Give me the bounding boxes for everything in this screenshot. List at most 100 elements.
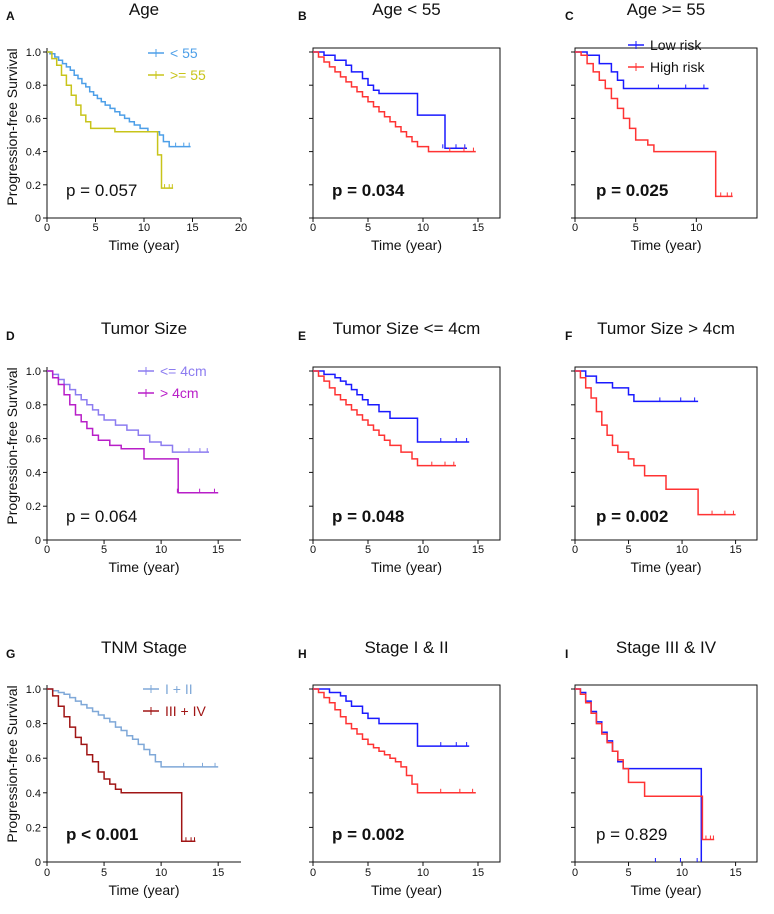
y-tick-label: 0.8 <box>26 80 41 92</box>
x-tick-label: 10 <box>155 867 167 879</box>
x-tick-label: 5 <box>625 867 631 879</box>
km-curve-b <box>47 51 174 189</box>
plot-frame <box>312 684 501 863</box>
x-tick-label: 0 <box>310 544 316 556</box>
x-tick-label: 0 <box>572 867 578 879</box>
y-tick-label: 0 <box>35 535 41 547</box>
legend-label: I + II <box>165 681 193 697</box>
p-value: p = 0.002 <box>596 507 668 526</box>
legend-label: Low risk <box>650 37 702 53</box>
y-tick-label: 0.2 <box>26 501 41 513</box>
x-axis-label: Time (year) <box>108 559 179 575</box>
km-curve-b <box>47 370 219 494</box>
x-tick-label: 5 <box>101 544 107 556</box>
km-curve-b <box>313 51 476 153</box>
x-tick-label: 10 <box>417 544 429 556</box>
panel-title: Tumor Size > 4cm <box>597 319 735 338</box>
panel-title: Stage III & IV <box>616 638 717 657</box>
panel-b: B Age < 55 0 5 10 15 Time (year) p = 0.034 <box>298 0 501 253</box>
km-curve-a <box>47 688 219 768</box>
km-curve-a <box>313 688 470 747</box>
km-curve-a <box>47 370 209 453</box>
km-curve-a <box>47 51 191 148</box>
x-tick-label: 20 <box>235 222 247 234</box>
y-axis-label-row3: Progression-free Survival <box>4 685 20 842</box>
km-curve-b <box>575 688 715 841</box>
y-axis-label-row1: Progression-free Survival <box>4 48 20 205</box>
panel-title: Age <box>129 0 159 19</box>
x-axis-label: Time (year) <box>371 237 442 253</box>
y-tick-label: 0 <box>35 213 41 225</box>
km-curve-b <box>575 370 736 516</box>
x-tick-label: 0 <box>44 867 50 879</box>
y-tick-label: 0.8 <box>26 400 41 412</box>
plot-frame <box>574 47 758 219</box>
p-value: p = 0.064 <box>66 507 137 526</box>
km-curve-b <box>313 688 476 794</box>
x-axis-label: Time (year) <box>371 882 442 898</box>
y-tick-label: 1.0 <box>26 684 41 696</box>
panel-e: E Tumor Size <= 4cm 0 5 10 15 Time (year) p = 0… <box>298 319 501 575</box>
plot-frame <box>574 366 758 541</box>
x-tick-label: 10 <box>138 222 150 234</box>
y-tick-label: 0.6 <box>26 113 41 125</box>
x-tick-label: 10 <box>676 544 688 556</box>
x-tick-label: 5 <box>92 222 98 234</box>
x-tick-label: 10 <box>676 867 688 879</box>
panel-title: Age >= 55 <box>627 0 705 19</box>
panel-title: Stage I & II <box>364 638 448 657</box>
x-tick-label: 0 <box>44 544 50 556</box>
x-axis-label: Time (year) <box>630 237 701 253</box>
x-tick-label: 5 <box>365 222 371 234</box>
km-curve-a <box>575 370 699 403</box>
panel-letter: I <box>565 647 568 661</box>
p-value: p = 0.034 <box>332 181 405 200</box>
plot-frame <box>312 366 501 541</box>
x-tick-label: 15 <box>186 222 198 234</box>
x-tick-label: 10 <box>155 544 167 556</box>
x-axis-label: Time (year) <box>630 559 701 575</box>
panel-title: Tumor Size <box>101 319 187 338</box>
legend-label: III + IV <box>165 703 207 719</box>
x-tick-label: 10 <box>417 867 429 879</box>
legend-label: <= 4cm <box>160 363 207 379</box>
x-tick-label: 15 <box>212 544 224 556</box>
x-tick-label: 5 <box>625 544 631 556</box>
panel-letter: D <box>6 329 15 343</box>
x-tick-label: 10 <box>690 222 702 234</box>
x-tick-label: 15 <box>472 222 484 234</box>
panel-title: TNM Stage <box>101 638 187 657</box>
x-axis-label: Time (year) <box>108 882 179 898</box>
panel-c: C Age >= 55 0 5 10 Time (year) Low risk High ri… <box>565 0 758 253</box>
p-value: p = 0.025 <box>596 181 668 200</box>
panel-a: A Age 0 0.2 0.4 0.6 0.8 1.0 0 5 10 15 20 Time (year) <… <box>6 0 247 253</box>
y-tick-label: 0.2 <box>26 822 41 834</box>
x-tick-label: 5 <box>633 222 639 234</box>
panel-title: Tumor Size <= 4cm <box>333 319 481 338</box>
panel-g: G TNM Stage 0 0.2 0.4 0.6 0.8 1.0 0 5 10 15 Time (ye… <box>6 638 241 898</box>
x-tick-label: 5 <box>365 867 371 879</box>
panel-i: I Stage III & IV 0 5 10 15 Time (year) p = 0.82… <box>565 638 758 898</box>
p-value: p = 0.057 <box>66 181 137 200</box>
x-tick-label: 15 <box>729 544 741 556</box>
panel-letter: C <box>565 9 574 23</box>
panel-letter: E <box>298 329 306 343</box>
y-tick-label: 0.8 <box>26 719 41 731</box>
km-curve-a <box>313 51 467 150</box>
panel-letter: F <box>565 329 572 343</box>
plot-frame <box>312 47 501 219</box>
y-tick-label: 0.4 <box>26 147 41 159</box>
x-tick-label: 15 <box>472 867 484 879</box>
x-tick-label: 0 <box>310 867 316 879</box>
x-tick-label: 15 <box>729 867 741 879</box>
x-tick-label: 15 <box>212 867 224 879</box>
x-axis-label: Time (year) <box>371 559 442 575</box>
x-tick-label: 15 <box>472 544 484 556</box>
legend-label: > 4cm <box>160 385 199 401</box>
x-tick-label: 0 <box>44 222 50 234</box>
panel-d: D Tumor Size 0 0.2 0.4 0.6 0.8 1.0 0 5 10 15 Time (y… <box>6 319 241 575</box>
y-tick-label: 1.0 <box>26 47 41 59</box>
p-value: p < 0.001 <box>66 825 138 844</box>
panel-letter: A <box>6 9 15 23</box>
